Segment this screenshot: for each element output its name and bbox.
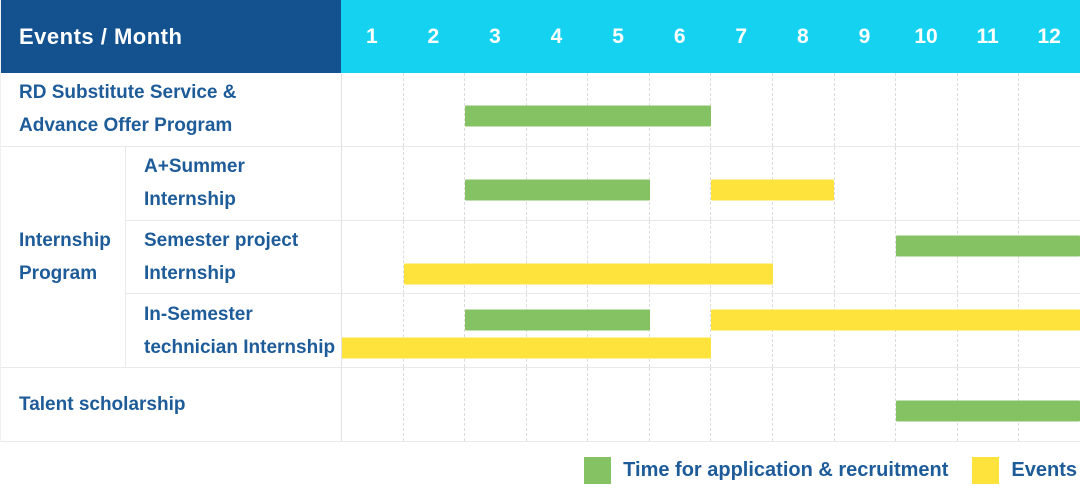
month-gridline-cell	[402, 368, 465, 441]
timeline-row-in-semester-technician-internship	[341, 294, 1080, 369]
row-label-semester-project-internship: Semester project Internship	[125, 220, 341, 295]
timeline-row-rd-substitute	[341, 73, 1080, 147]
month-gridline-cell	[710, 294, 772, 368]
legend-label-recruitment: Time for application & recruitment	[623, 459, 949, 481]
month-gridline-cell	[342, 221, 403, 294]
month-gridline-cell	[956, 73, 1019, 146]
month-gridline-cell	[833, 73, 896, 146]
month-header-3: 3	[489, 24, 501, 48]
month-gridline-cell	[402, 73, 465, 146]
month-gridline-cell	[525, 294, 588, 368]
month-gridlines	[342, 294, 1080, 368]
month-gridline-cell	[1018, 146, 1080, 220]
month-header-5: 5	[612, 24, 624, 48]
month-gridline-cell	[402, 294, 465, 368]
month-gridline-cell	[772, 294, 834, 368]
month-header-10: 10	[914, 24, 938, 48]
month-gridline-cell	[710, 368, 772, 441]
events-bar-months-7-12	[711, 309, 1080, 331]
month-gridline-cell	[1018, 220, 1080, 294]
month-gridline-cell	[772, 73, 834, 146]
events-bar-months-2-7	[403, 263, 773, 285]
month-gridline-cell	[402, 220, 465, 294]
month-header-6: 6	[673, 24, 686, 48]
legend-label-events: Events	[1011, 459, 1077, 481]
month-gridline-cell	[710, 73, 772, 146]
month-gridlines	[342, 220, 1080, 294]
recruitment-bar-months-10-12	[895, 400, 1080, 422]
month-header-row: 1 2 3 4 5 6 7 8 9 10 11 12	[341, 0, 1080, 73]
month-gridline-cell	[956, 294, 1019, 368]
month-header-4: 4	[550, 24, 563, 48]
month-gridline-cell	[402, 146, 465, 220]
month-gridline-cell	[648, 368, 711, 441]
month-gridline-cell	[464, 220, 526, 294]
month-gridline-cell	[833, 368, 896, 441]
month-gridline-cell	[587, 294, 649, 368]
month-gridline-cell	[956, 220, 1019, 294]
events-bar-months-1-6	[342, 337, 711, 359]
events-swatch-icon	[972, 457, 1000, 484]
timeline-row-a-summer-internship	[341, 146, 1080, 221]
month-gridline-cell	[895, 220, 957, 294]
month-gridline-cell	[648, 294, 711, 368]
events-table: Events / Month 1 2 3 4 5 6 7 8 9 10 11 12 RD Substi…	[0, 0, 1080, 442]
month-gridline-cell	[587, 368, 649, 441]
month-gridline-cell	[710, 146, 772, 220]
month-gridline-cell	[648, 146, 711, 220]
month-gridline-cell	[342, 368, 403, 441]
month-gridline-cell	[895, 146, 957, 220]
month-gridline-cell	[895, 73, 957, 146]
month-header-9: 9	[858, 24, 871, 48]
month-gridline-cell	[1018, 73, 1080, 146]
month-gridline-cell	[772, 368, 834, 441]
month-gridline-cell	[772, 220, 834, 294]
row-label-a-summer-internship: A+Summer Internship	[125, 146, 341, 221]
month-gridline-cell	[833, 294, 896, 368]
month-header-11: 11	[976, 24, 999, 48]
month-gridline-cell	[464, 73, 526, 146]
month-gridline-cell	[587, 220, 649, 294]
legend-item-recruitment: Time for application & recruitment	[584, 457, 948, 484]
month-header-1: 1	[365, 24, 378, 48]
legend-item-events: Events	[972, 457, 1077, 484]
month-gridline-cell	[464, 146, 526, 220]
month-header-7: 7	[735, 24, 748, 48]
month-gridline-cell	[710, 220, 772, 294]
recruitment-swatch-icon	[584, 457, 612, 484]
month-gridline-cell	[342, 147, 403, 220]
month-gridline-cell	[1018, 294, 1080, 368]
month-gridline-cell	[464, 368, 526, 441]
recruitment-bar-months-3-5	[465, 179, 650, 201]
legend: Time for application & recruitment Event…	[0, 457, 1080, 484]
table-header-cell: Events / Month	[1, 0, 341, 73]
row-group-label-internship-program: Internship Program	[1, 147, 125, 369]
month-gridline-cell	[895, 294, 957, 368]
recruitment-bar-months-3-6	[465, 105, 711, 127]
row-label-in-semester-technician-internship: In-Semester technician Internship	[125, 294, 341, 369]
timeline-row-semester-project-internship	[341, 220, 1080, 295]
row-label-talent-scholarship: Talent scholarship	[1, 368, 341, 442]
events-bar-months-7-8	[711, 179, 834, 201]
month-header-8: 8	[796, 24, 809, 48]
recruitment-bar-months-10-12	[895, 235, 1080, 257]
month-gridline-cell	[525, 368, 588, 441]
month-header-2: 2	[427, 24, 440, 48]
month-gridline-cell	[648, 220, 711, 294]
month-gridline-cell	[833, 146, 896, 220]
month-gridline-cell	[833, 220, 896, 294]
recruitment-bar-months-3-5	[465, 309, 650, 331]
month-gridline-cell	[956, 146, 1019, 220]
timeline-row-talent-scholarship	[341, 368, 1080, 442]
month-gridlines	[342, 73, 1080, 146]
month-gridline-cell	[464, 294, 526, 368]
month-gridline-cell	[525, 220, 588, 294]
table-title: Events / Month	[19, 23, 183, 49]
row-label-rd-substitute: RD Substitute Service & Advance Offer Pr…	[1, 73, 341, 147]
month-header-12: 12	[1037, 24, 1061, 48]
month-gridline-cell	[342, 73, 403, 146]
